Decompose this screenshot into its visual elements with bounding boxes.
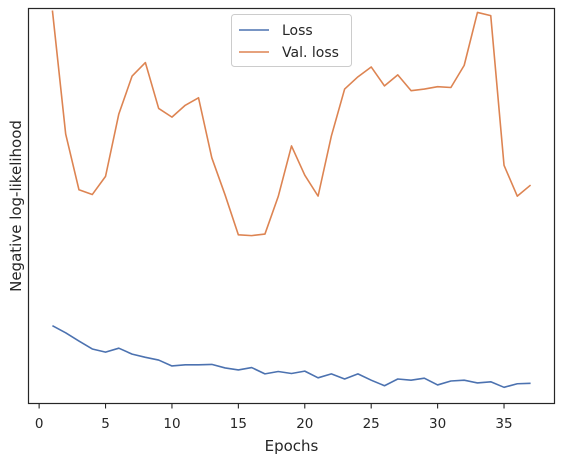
y-axis-label: Negative log-likelihood xyxy=(7,120,25,292)
series-line-val-loss xyxy=(51,10,532,237)
series-lines xyxy=(51,10,532,389)
legend: Loss Val. loss xyxy=(231,14,352,67)
x-tick-label: 25 xyxy=(363,416,380,432)
x-tick-label: 10 xyxy=(163,416,180,432)
legend-frame xyxy=(231,14,352,67)
x-tick-label: 15 xyxy=(230,416,247,432)
x-tick-label: 20 xyxy=(296,416,313,432)
x-tick-label: 35 xyxy=(495,416,512,432)
plot-frame xyxy=(27,7,556,405)
legend-label-val-loss: Val. loss xyxy=(282,45,339,61)
x-axis-ticks: 0 5 10 15 20 25 30 35 xyxy=(35,403,513,432)
x-axis-label: Epochs xyxy=(265,437,319,455)
x-tick-label: 30 xyxy=(429,416,446,432)
series-line-loss xyxy=(52,324,531,389)
x-tick-label: 0 xyxy=(35,416,44,432)
x-tick-label: 5 xyxy=(101,416,110,432)
legend-label-loss: Loss xyxy=(282,23,313,39)
